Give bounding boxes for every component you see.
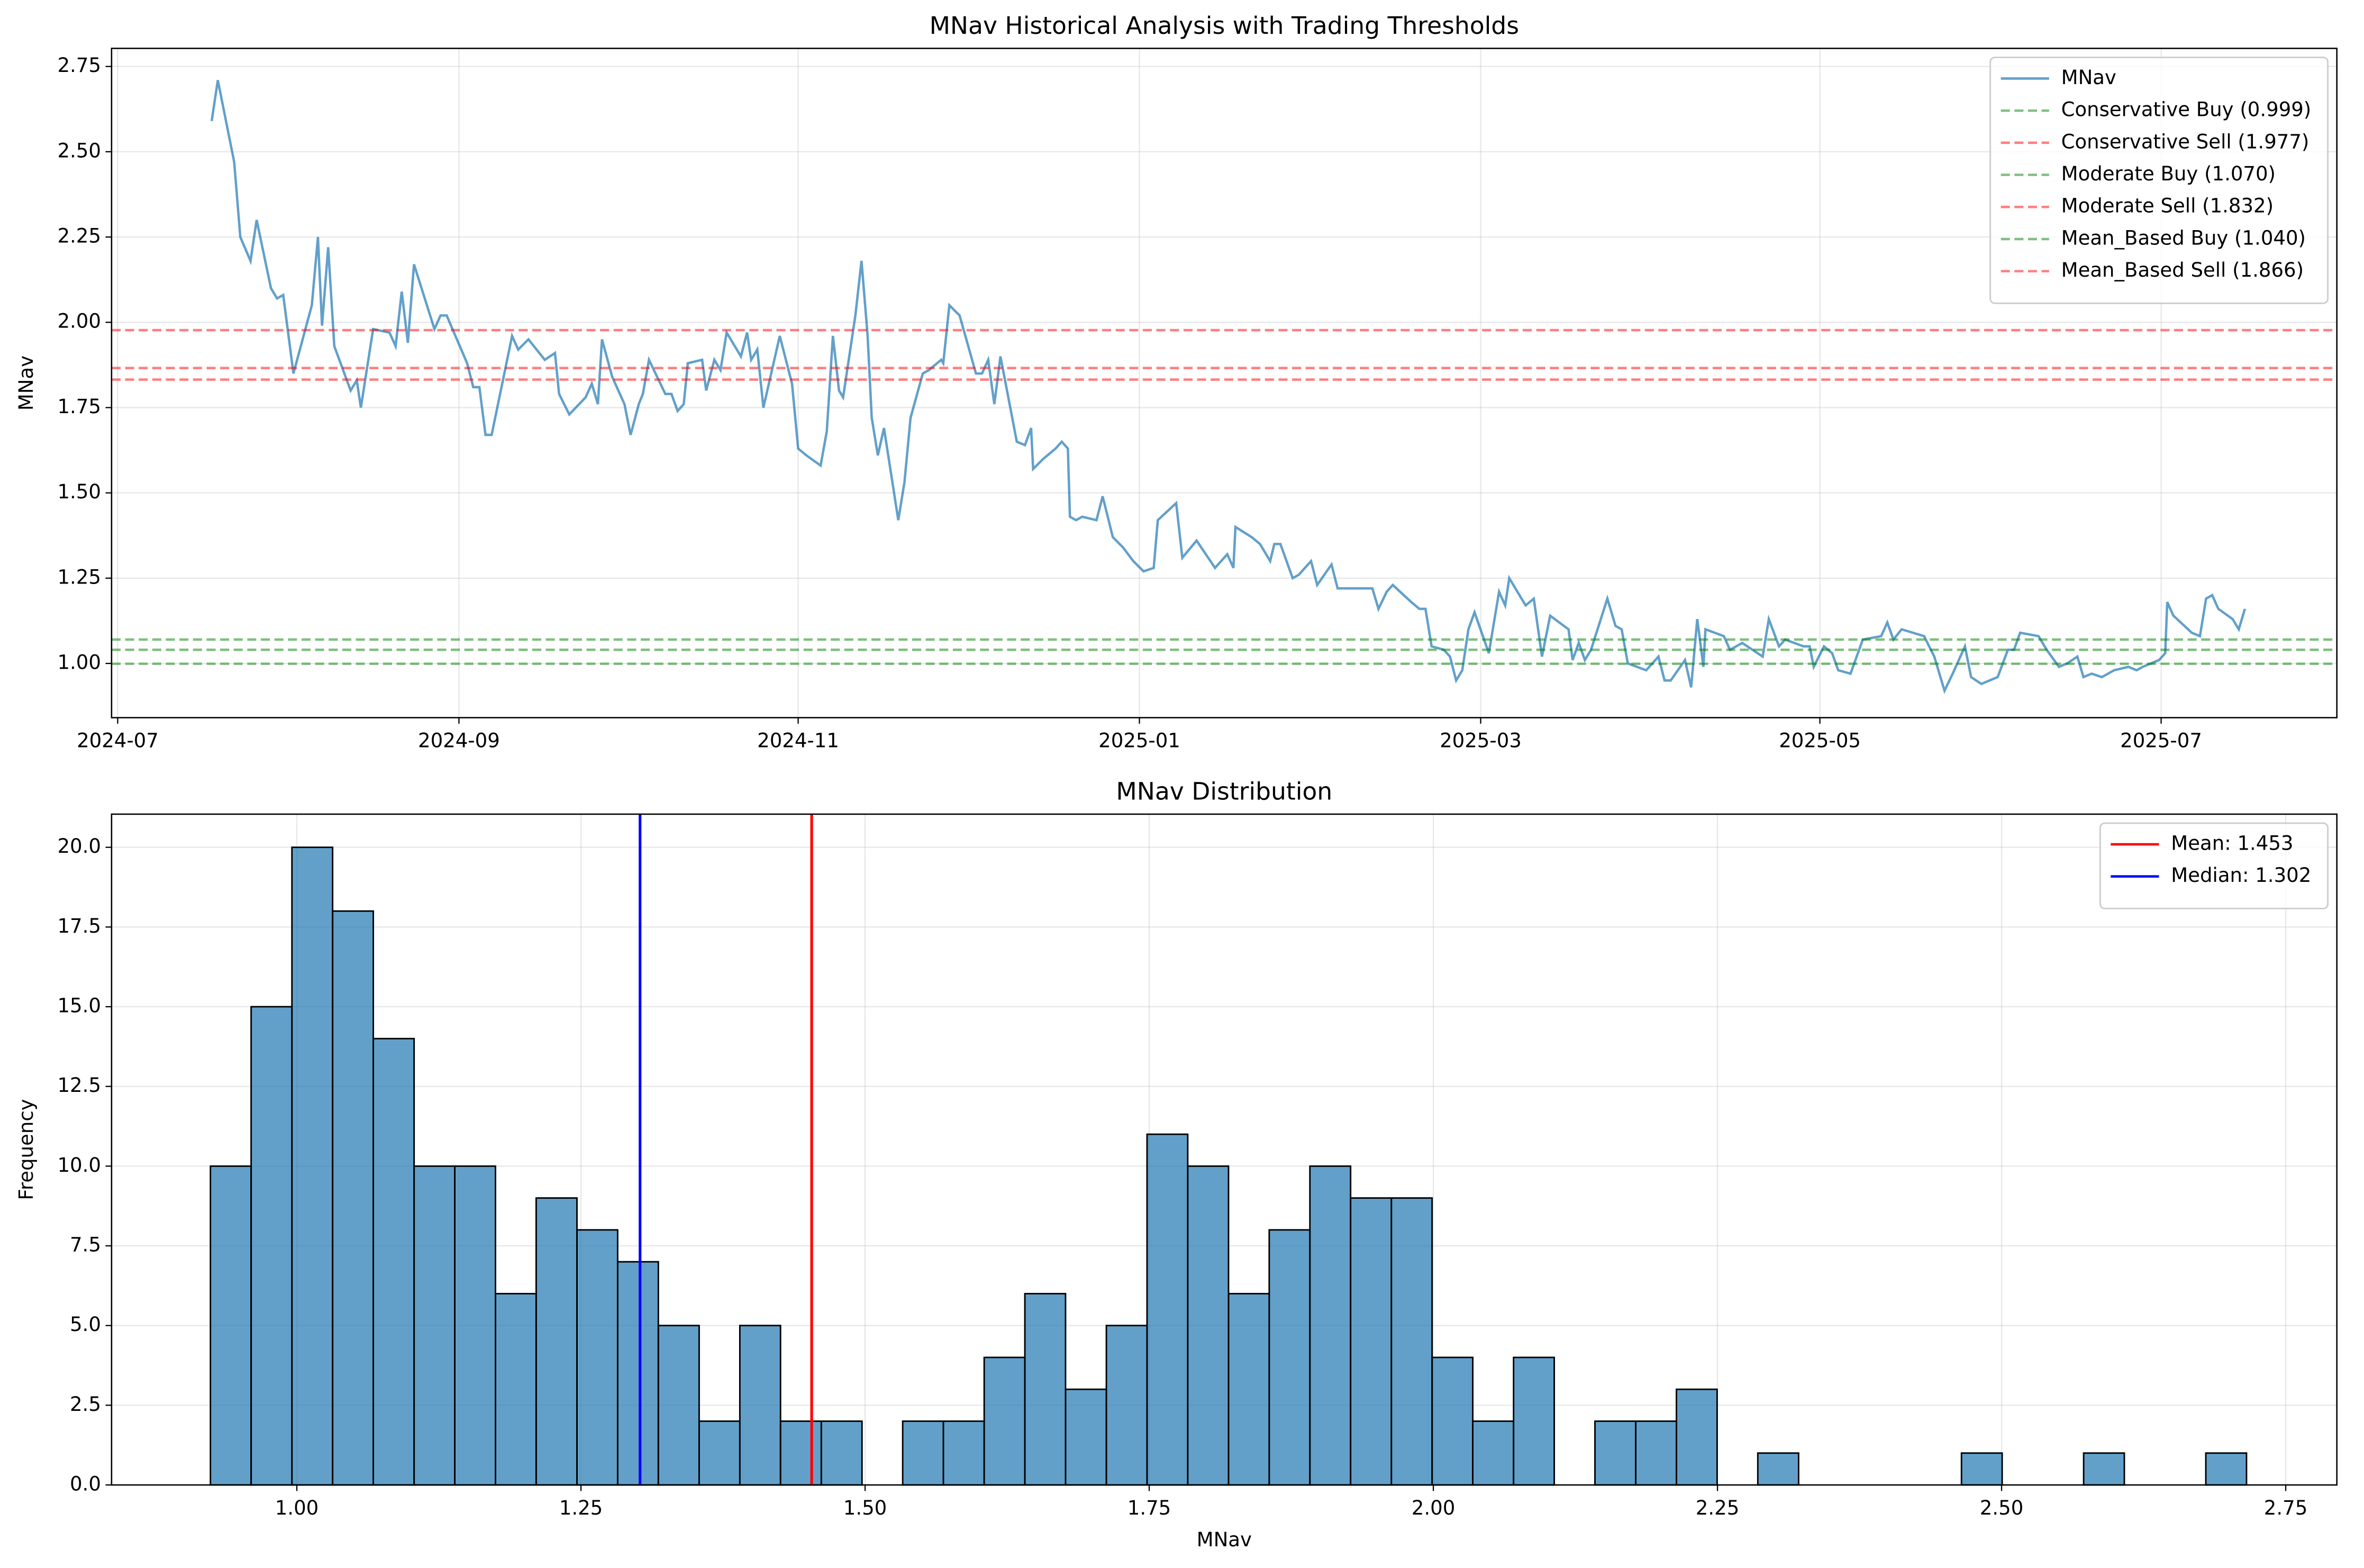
legend-label: Mean_Based Buy (1.040) [2061, 226, 2306, 249]
histogram-bar [1024, 1292, 1067, 1486]
x-axis-label: MNav [1197, 1528, 1252, 1551]
histogram-bar [1187, 1165, 1230, 1486]
histogram-bar [698, 1420, 741, 1486]
legend: Mean: 1.453 Median: 1.302 [2099, 822, 2329, 909]
histogram-bar [454, 1165, 496, 1486]
histogram-bar [1676, 1388, 1718, 1486]
x-tick-label: 2.25 [1696, 1497, 1739, 1519]
histogram-bar [1105, 1325, 1148, 1486]
axes: 2024-07 2024-09 2024-11 2025-01 2025-03 2025-… [15, 12, 2338, 752]
axes-frame [111, 48, 2338, 718]
x-tick-label: 2025-05 [1779, 730, 1861, 752]
y-tick-label: 2.5 [70, 1393, 101, 1416]
x-tick-label: 2025-01 [1098, 730, 1180, 752]
chart-title: MNav Historical Analysis with Trading Th… [930, 12, 1519, 40]
histogram-bar [535, 1197, 578, 1486]
histogram-bar [942, 1420, 985, 1486]
y-tick-label: 15.0 [57, 995, 101, 1017]
histogram-bar [1594, 1420, 1637, 1486]
x-tick-label: 2024-09 [418, 730, 500, 752]
y-tick-label: 2.00 [57, 310, 101, 333]
x-tick-label: 2025-03 [1440, 730, 1522, 752]
x-tick-label: 1.75 [1128, 1497, 1171, 1519]
histogram-bar [2205, 1452, 2248, 1486]
legend-label: Mean_Based Sell (1.866) [2061, 259, 2304, 281]
legend-frame [1989, 57, 2329, 304]
y-tick-label: 2.25 [57, 225, 101, 248]
legend-label: Conservative Buy (0.999) [2061, 98, 2312, 121]
legend-label: Moderate Buy (1.070) [2061, 162, 2276, 185]
histogram-bar [1146, 1133, 1189, 1486]
histogram-bar [1350, 1197, 1393, 1486]
legend-label: Conservative Sell (1.977) [2061, 130, 2310, 153]
histogram-bar [1390, 1197, 1433, 1486]
histogram-bar [291, 846, 334, 1486]
legend-label: Median: 1.302 [2171, 864, 2311, 887]
axes-frame [111, 813, 2338, 1486]
y-tick-label: 17.5 [57, 915, 101, 937]
x-tick-label: 2024-07 [77, 730, 159, 752]
x-tick-label: 1.00 [275, 1497, 319, 1519]
histogram-bar [2083, 1452, 2125, 1486]
histogram-bar [372, 1037, 415, 1486]
histogram-bar [1472, 1420, 1515, 1486]
y-tick-label: 20.0 [57, 835, 101, 858]
legend-label: Moderate Sell (1.832) [2061, 195, 2274, 217]
y-tick-label: 0.0 [70, 1473, 101, 1496]
x-tick-label: 2024-11 [757, 730, 839, 752]
x-tick-label: 1.50 [843, 1497, 887, 1519]
histogram-bar [1065, 1388, 1107, 1486]
data-line [210, 79, 2247, 694]
histogram-bar [250, 1006, 293, 1486]
histogram-bar [1513, 1356, 1555, 1486]
x-tick-label: 2.00 [1412, 1497, 1455, 1519]
histogram-bar [576, 1229, 619, 1486]
histogram-bar [332, 910, 374, 1486]
histogram-bar [1757, 1452, 1799, 1486]
legend: MNav Conservative Buy (0.999) Conservative… [1989, 57, 2329, 304]
legend-label: Mean: 1.453 [2171, 832, 2293, 854]
y-tick-label: 7.5 [70, 1234, 101, 1256]
y-axis-label: MNav [15, 355, 38, 411]
histogram-bar [820, 1420, 863, 1486]
y-tick-label: 5.0 [70, 1313, 101, 1336]
histogram-bar [210, 1165, 252, 1486]
histogram-bar [413, 1165, 456, 1486]
histogram-bar [779, 1420, 822, 1486]
y-tick-label: 2.50 [57, 139, 101, 162]
y-axis-label: Frequency [15, 1099, 38, 1200]
y-tick-label: 12.5 [57, 1074, 101, 1097]
y-tick-label: 1.25 [57, 566, 101, 588]
histogram-bar [1309, 1165, 1352, 1486]
axes: 1.00 1.25 1.50 1.75 2.00 2.25 2.50 2.75 0.0 2.5 5.… [15, 778, 2338, 1551]
x-tick-label: 2025-07 [2120, 730, 2202, 752]
legend-label: MNav [2061, 66, 2116, 89]
histogram-bar [495, 1292, 537, 1486]
histogram-bar [1960, 1452, 2003, 1486]
y-tick-label: 1.50 [57, 480, 101, 503]
histogram-bar [1268, 1229, 1311, 1486]
histogram-bar [739, 1325, 781, 1486]
y-tick-label: 1.00 [57, 651, 101, 674]
y-tick-label: 1.75 [57, 395, 101, 418]
histogram-bar [1635, 1420, 1677, 1486]
x-tick-label: 2.50 [1980, 1497, 2023, 1519]
y-tick-label: 2.75 [57, 54, 101, 77]
histogram-bar [1431, 1356, 1474, 1486]
histogram-bar [657, 1325, 700, 1486]
histogram-bar [902, 1420, 944, 1486]
x-tick-label: 1.25 [559, 1497, 603, 1519]
chart-title: MNav Distribution [1116, 778, 1332, 806]
histogram-bar [983, 1356, 1026, 1486]
histogram-bar [616, 1261, 659, 1486]
x-tick-label: 2.75 [2264, 1497, 2307, 1519]
histogram-bar [1228, 1292, 1270, 1486]
y-tick-label: 10.0 [57, 1154, 101, 1177]
